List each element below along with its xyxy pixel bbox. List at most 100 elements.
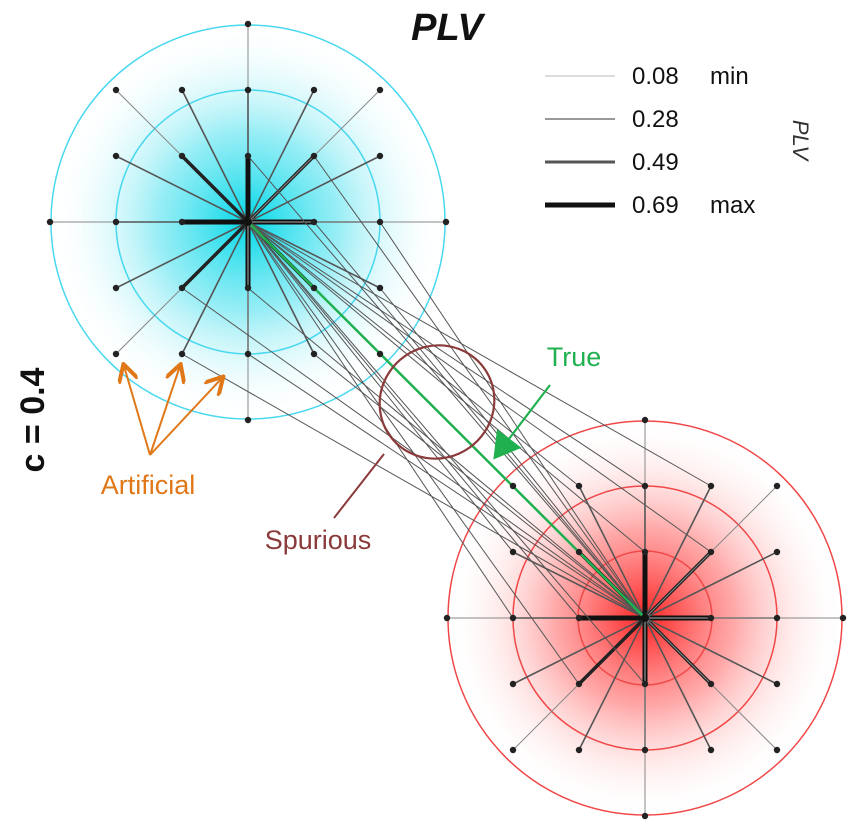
source-node [112,152,120,160]
target-node [575,680,583,688]
legend-axis-label: PLV [788,120,813,163]
source-node [244,86,252,94]
source-node [442,218,450,226]
source-node [310,350,318,358]
spurious-link [247,221,514,553]
true-annotation: True [493,342,602,460]
true-link [247,221,646,619]
target-node [575,746,583,754]
source-node [244,152,252,160]
legend-tag-min: min [710,63,749,90]
true-arrow [493,384,551,460]
target-node [641,812,649,820]
artificial-arrow-2 [149,366,180,456]
source-link [180,154,250,224]
spurious-link [181,353,646,619]
target-node [641,416,649,424]
source-hub [244,218,252,226]
target-node [509,746,517,754]
target-node [839,614,847,622]
spurious-link [247,221,646,487]
target-node [707,482,715,490]
spurious-link [247,221,580,685]
source-link [115,221,249,289]
target-node [509,482,517,490]
legend-value-3: 0.49 [632,149,679,176]
source-node [112,218,120,226]
target-node [773,614,781,622]
spurious-link [247,221,514,619]
artificial-label: Artificial [101,470,196,500]
source-node [178,152,186,160]
target-nodes [443,416,847,820]
source-link [115,155,249,223]
target-link [578,485,646,619]
target-node [443,614,451,622]
source-node [244,350,252,358]
spurious-link [247,221,580,487]
spurious-link [247,221,646,553]
target-link [644,617,712,751]
source-link [180,220,250,290]
spurious-label: Spurious [265,525,372,555]
source-link [247,221,381,289]
target-node [773,746,781,754]
target-link [578,617,646,751]
spurious-link [313,353,646,619]
source-node [376,350,384,358]
target-node [707,548,715,556]
source-node [244,416,252,424]
spurious-link [379,221,646,619]
source-link [247,155,381,223]
target-hub [641,614,649,622]
target-link [512,551,646,619]
target-node [641,746,649,754]
target-node [641,482,649,490]
source-node [178,86,186,94]
source-node [376,152,384,160]
coupling-label: c = 0.4 [14,367,52,472]
source-node [376,86,384,94]
source-node [310,152,318,160]
spurious-link [247,353,646,619]
source-node [46,218,54,226]
spurious-link [247,221,712,553]
title: PLV [411,7,485,49]
legend-value-2: 0.28 [632,106,679,133]
true-label: True [547,342,602,372]
target-node [707,614,715,622]
artificial-arrow-3 [149,378,222,456]
legend-value-min: 0.08 [632,63,679,90]
source-node [112,86,120,94]
target-node [641,548,649,556]
source-node [178,284,186,292]
spurious-link [247,221,712,487]
source-link [181,89,249,223]
target-node [707,746,715,754]
spurious-pointer [333,453,385,519]
target-node [773,548,781,556]
source-node [310,86,318,94]
source-link [247,221,315,355]
artificial-arrow-1 [124,366,151,456]
target-node [641,680,649,688]
target-node [575,482,583,490]
target-node [707,680,715,688]
target-node [509,614,517,622]
target-link [644,485,712,619]
target-link [512,617,646,685]
target-node [509,680,517,688]
target-node [773,482,781,490]
source-node [112,350,120,358]
target-link [644,617,778,685]
legend-tag-max: max [710,192,755,219]
target-node [509,548,517,556]
source-node [112,284,120,292]
source-node [310,284,318,292]
source-node [376,218,384,226]
spurious-link [247,221,580,619]
spurious-link [313,221,646,619]
source-link [181,221,249,355]
